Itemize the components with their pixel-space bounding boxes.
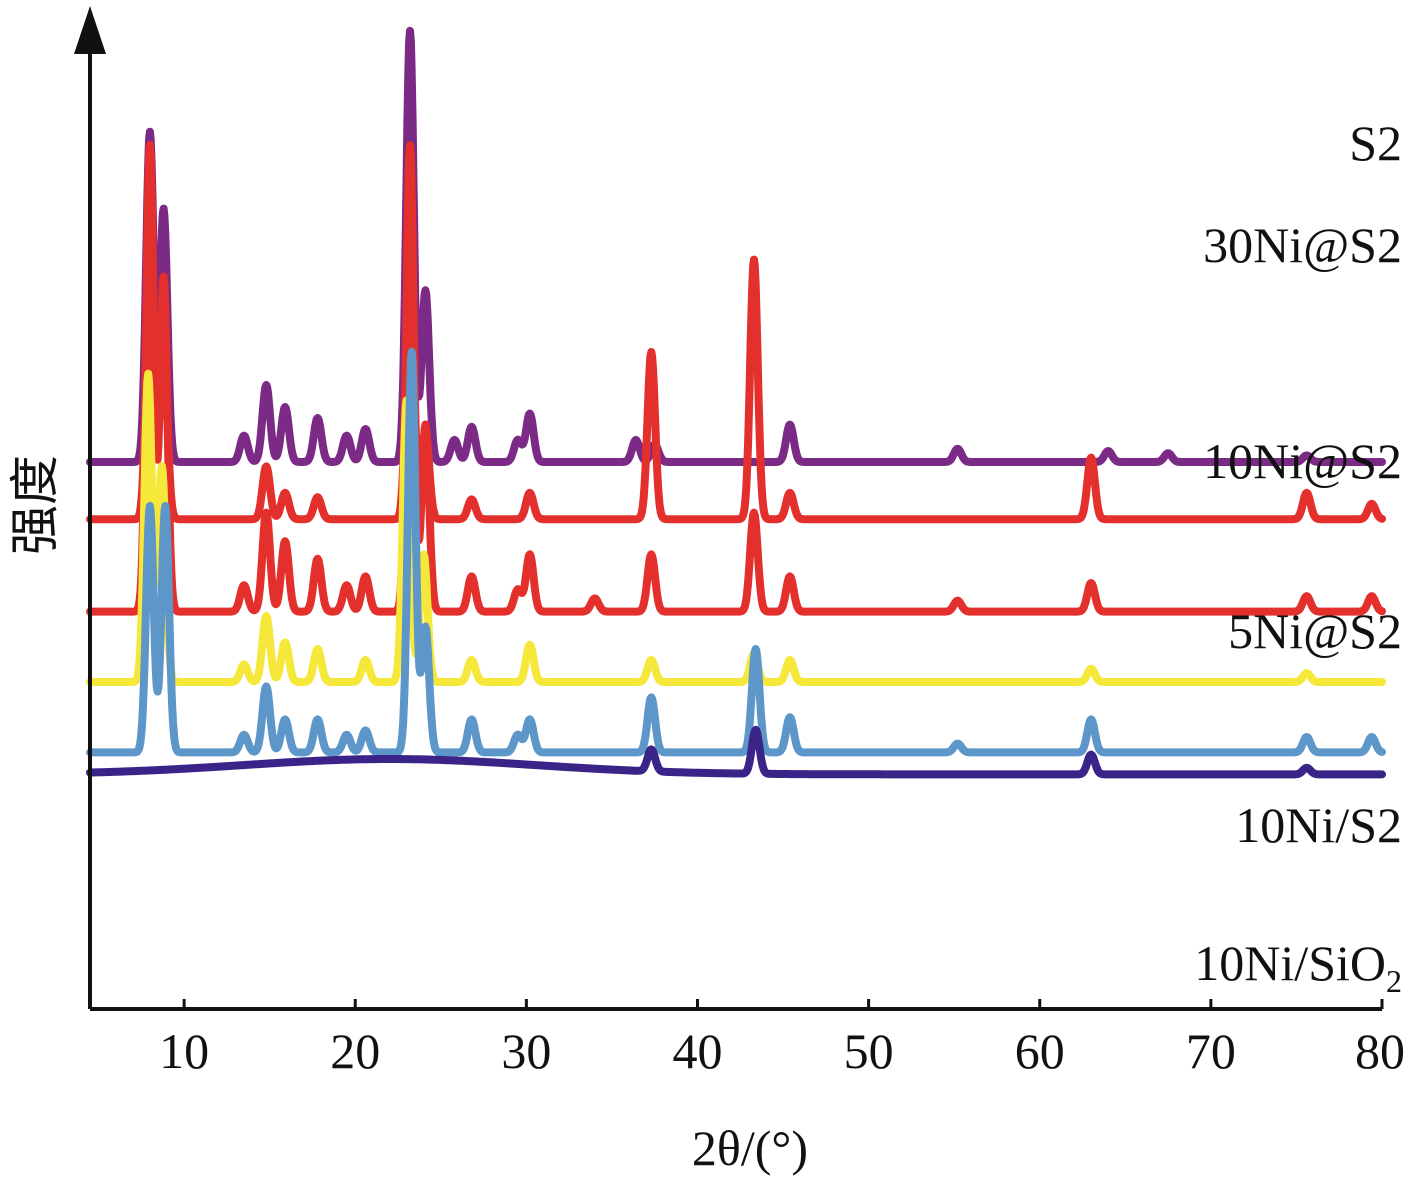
x-tick-label: 10 (159, 1023, 209, 1079)
plot-area: 10 20 30 40 50 60 70 80 S2 30Ni@S2 10Ni@S2 5Ni@S2 1… (74, 6, 1405, 1079)
series-label-text: 10Ni/S2 (1235, 797, 1402, 853)
series-label-4: 10Ni/S2 (1235, 797, 1402, 853)
y-axis-arrowhead (74, 6, 106, 54)
x-tick-label: 80 (1355, 1023, 1405, 1079)
x-tick-label: 30 (501, 1023, 551, 1079)
x-axis-title: 2θ/(°) (692, 1120, 808, 1176)
x-tick-label: 50 (844, 1023, 894, 1079)
series-line-2 (86, 140, 1386, 616)
series-label-5: 10Ni/SiO2 (1194, 935, 1402, 999)
series-line-4 (86, 347, 1386, 757)
series-label-subscript: 2 (1386, 963, 1402, 999)
series-line-3 (86, 369, 1386, 686)
series-label-2: 10Ni@S2 (1203, 433, 1402, 489)
x-tick-label: 70 (1186, 1023, 1236, 1079)
x-tick-label: 20 (330, 1023, 380, 1079)
axis-layer (74, 6, 1382, 1011)
series-label-3: 5Ni@S2 (1228, 603, 1402, 659)
series-label-text: 30Ni@S2 (1203, 217, 1402, 273)
x-tick-layer: 10 20 30 40 50 60 70 80 (159, 999, 1405, 1079)
series-line-1 (86, 238, 1386, 524)
series-label-text: 10Ni@S2 (1203, 433, 1402, 489)
series-label-text: 5Ni@S2 (1228, 603, 1402, 659)
series-layer (86, 26, 1386, 779)
series-label-text: S2 (1349, 115, 1402, 171)
series-line-0 (86, 26, 1386, 466)
x-tick-label: 40 (672, 1023, 722, 1079)
y-axis-title: 强度 (7, 455, 63, 555)
x-tick-label: 60 (1015, 1023, 1065, 1079)
series-label-text: 10Ni/SiO (1194, 935, 1386, 991)
series-label-1: 30Ni@S2 (1203, 217, 1402, 273)
series-line-5 (86, 725, 1386, 779)
series-label-0: S2 (1349, 115, 1402, 171)
series-label-layer: S2 30Ni@S2 10Ni@S2 5Ni@S2 10Ni/S2 10Ni/SiO2 (1194, 115, 1402, 999)
